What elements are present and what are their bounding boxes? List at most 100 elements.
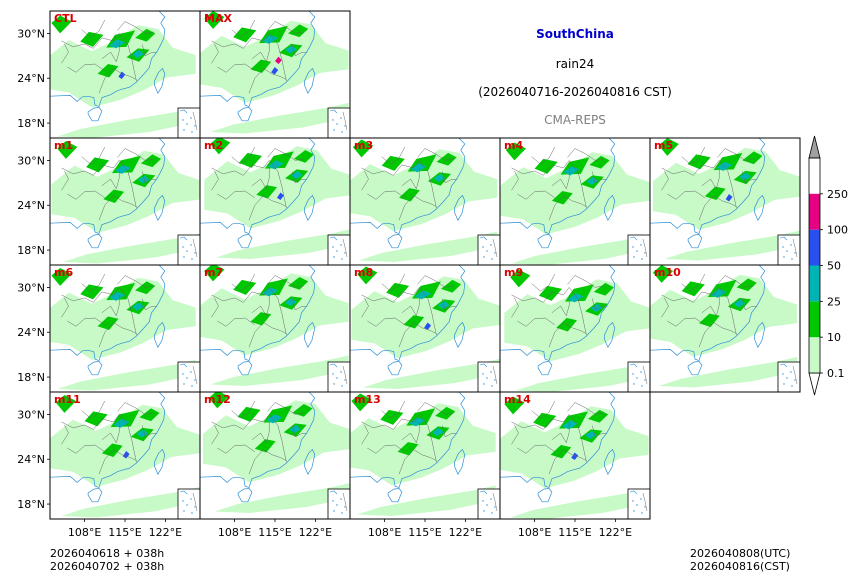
coastline	[200, 11, 316, 108]
rain-moderate-area	[204, 265, 225, 282]
y-tick-label: 24°N	[17, 199, 45, 212]
rain-moderate-area	[57, 141, 78, 159]
x-tick-label: 115°E	[558, 526, 591, 539]
x-tick-label: 115°E	[258, 526, 291, 539]
panel-CTL: CTL	[49, 10, 201, 139]
rain-heavy-area	[285, 45, 297, 54]
panel-label: m4	[504, 139, 523, 152]
coastline	[500, 265, 616, 362]
province-border	[667, 190, 705, 200]
x-tick-label: 122°E	[599, 526, 632, 539]
hainan-island	[687, 361, 703, 376]
rain-moderate-area	[504, 396, 525, 415]
province-border	[592, 298, 608, 311]
province-border	[548, 195, 587, 221]
panel-label: m8	[354, 266, 373, 279]
province-border	[719, 160, 737, 209]
province-border	[511, 170, 519, 191]
y-tick-label: 24°N	[17, 72, 45, 85]
x-tick-label: 108°E	[218, 526, 251, 539]
taiwan-island	[604, 448, 616, 475]
province-border	[98, 68, 137, 94]
init-time: 2026040618 + 038h 2026040702 + 038h	[50, 547, 164, 573]
inset-map	[327, 234, 351, 266]
rain-heavy-area	[113, 418, 130, 428]
province-border	[367, 444, 405, 454]
province-border	[569, 287, 587, 336]
province-border	[567, 275, 604, 288]
province-border	[381, 146, 406, 165]
rain-heavy-area	[285, 297, 297, 307]
province-border	[211, 170, 219, 191]
province-border	[251, 294, 270, 317]
province-border	[267, 21, 304, 34]
province-border	[698, 195, 737, 221]
province-border	[701, 294, 720, 317]
inset-map	[477, 361, 501, 393]
rain-moderate-area	[436, 152, 457, 166]
hainan-island	[87, 361, 103, 376]
province-border	[569, 160, 587, 209]
rain-light-area	[511, 234, 650, 265]
rain-heavy-area	[585, 430, 597, 440]
rain-heavy-area	[262, 34, 279, 44]
y-tick-label: 30°N	[17, 27, 45, 40]
province-border	[81, 400, 106, 419]
rain-light-area	[61, 486, 200, 518]
province-border	[67, 444, 105, 454]
rain-moderate-area	[403, 315, 425, 329]
province-border	[567, 148, 604, 161]
province-border	[742, 171, 758, 184]
province-border	[119, 33, 137, 82]
rain-intense-area	[118, 71, 126, 79]
rain-light-area	[57, 359, 196, 391]
colorbar-segment	[809, 265, 820, 302]
init-time-cst: 2026040702 + 038h	[50, 560, 165, 573]
hainan-island	[87, 234, 103, 249]
rain-moderate-area	[101, 443, 123, 457]
colorbar-segment	[809, 337, 820, 373]
y-tick-label: 24°N	[17, 326, 45, 339]
panel-m13: m13	[349, 391, 501, 520]
rain-light-area	[515, 362, 650, 392]
inset-map	[477, 488, 501, 520]
province-border	[401, 294, 420, 317]
province-border	[231, 146, 256, 165]
rain-moderate-area	[84, 411, 108, 427]
panel-label: m7	[204, 266, 223, 279]
province-border	[248, 449, 287, 475]
province-border	[367, 317, 405, 327]
rain-light-area	[652, 147, 800, 230]
colorbar-under-arrow	[808, 372, 821, 396]
rain-moderate-area	[97, 64, 119, 78]
province-border	[367, 190, 405, 200]
province-border	[217, 63, 255, 73]
rain-light-area	[357, 485, 496, 516]
province-border	[61, 160, 120, 176]
province-border	[231, 400, 256, 419]
panel-MAX: MAX	[199, 10, 351, 139]
rain-light-area	[200, 20, 349, 103]
rain-heavy-area	[410, 163, 427, 173]
province-border	[719, 287, 737, 336]
panel-m8: m8	[349, 264, 501, 393]
inset-map	[177, 361, 201, 393]
rain-light-area	[210, 102, 349, 134]
province-border	[61, 414, 120, 430]
inset-map	[327, 107, 351, 139]
colorbar-tick-label: 0.1	[827, 367, 845, 380]
rain-moderate-area	[510, 269, 531, 288]
rain-heavy-area	[739, 172, 751, 181]
taiwan-island	[754, 194, 766, 221]
province-border	[217, 317, 255, 327]
rain-intense-area	[271, 67, 279, 75]
taiwan-island	[304, 194, 316, 221]
hainan-island	[537, 488, 553, 503]
panel-m12: m12	[199, 391, 351, 520]
province-border	[381, 400, 406, 419]
province-border	[531, 400, 556, 419]
y-tick-label: 18°N	[17, 117, 45, 130]
province-border	[98, 322, 137, 348]
coastline	[200, 392, 316, 489]
